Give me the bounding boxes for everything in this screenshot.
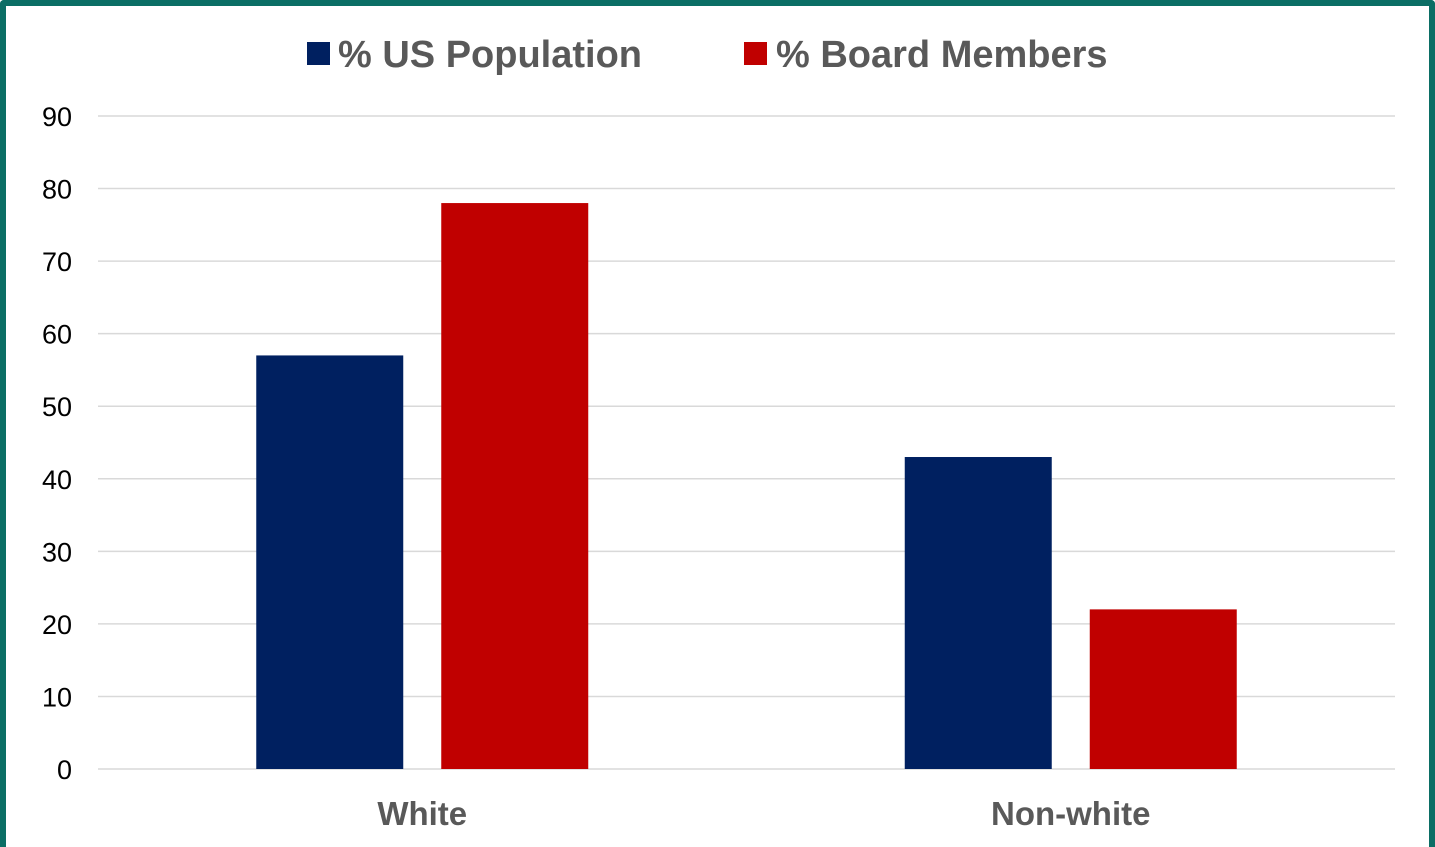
legend-swatch-us-population [307, 42, 330, 65]
y-tick-label-10: 10 [42, 682, 72, 712]
chart-legend: % US Population % Board Members [307, 34, 1108, 76]
legend-swatch-board-members [744, 42, 767, 65]
bar-series [256, 203, 1237, 770]
y-tick-label-0: 0 [57, 755, 72, 785]
y-axis-tick-labels: 0 10 20 30 40 50 60 70 80 90 [42, 102, 72, 785]
x-axis-category-labels: White Non-white [377, 795, 1150, 832]
y-tick-label-50: 50 [42, 392, 72, 422]
bar-non-white-us-population [904, 457, 1052, 769]
y-tick-label-40: 40 [42, 465, 72, 495]
x-category-label-white: White [377, 795, 467, 832]
bar-non-white-board-members [1089, 609, 1237, 769]
bar-white-board-members [441, 203, 589, 770]
y-tick-label-60: 60 [42, 320, 72, 350]
legend-label-us-population: % US Population [338, 34, 642, 76]
x-category-label-non-white: Non-white [991, 795, 1150, 832]
legend-label-board-members: % Board Members [776, 34, 1108, 76]
y-tick-label-90: 90 [42, 102, 72, 132]
y-tick-label-80: 80 [42, 175, 72, 205]
y-tick-label-30: 30 [42, 537, 72, 567]
y-tick-label-70: 70 [42, 247, 72, 277]
bar-white-us-population [256, 355, 404, 769]
y-tick-label-20: 20 [42, 610, 72, 640]
